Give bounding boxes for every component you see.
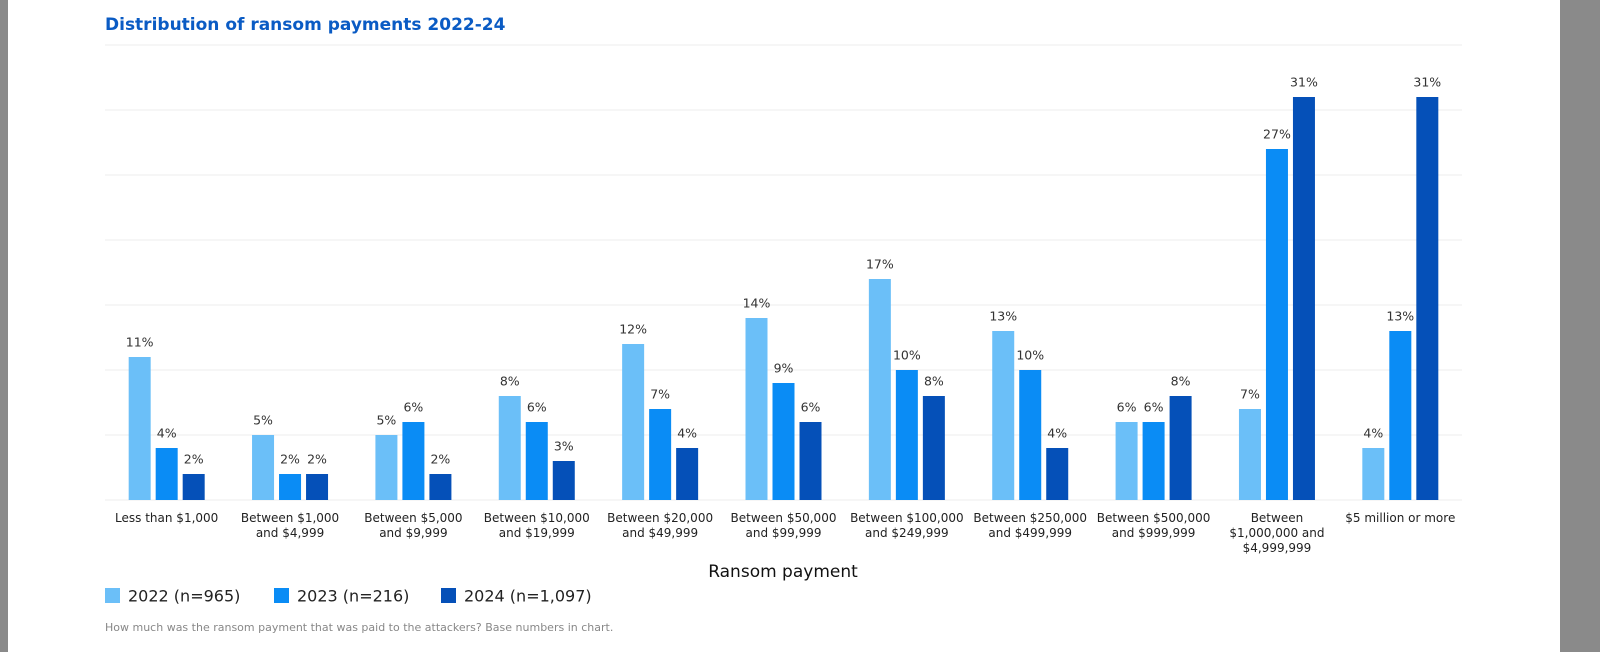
value-label: 8%	[500, 374, 520, 389]
value-label: 12%	[619, 322, 647, 337]
x-axis-title: Ransom payment	[708, 562, 858, 582]
value-label: 2%	[184, 452, 204, 467]
value-label: 10%	[1016, 348, 1044, 363]
value-label: 14%	[743, 296, 771, 311]
bar	[895, 370, 918, 500]
chart-page: Distribution of ransom payments 2022-24 …	[8, 0, 1560, 652]
value-label: 6%	[801, 400, 821, 415]
footnote: How much was the ransom payment that was…	[105, 621, 613, 634]
value-label: 31%	[1413, 75, 1441, 90]
value-label: 2%	[307, 452, 327, 467]
x-tick-label: Between $1,000,000 and $4,999,999	[1229, 511, 1325, 555]
bar	[402, 422, 425, 500]
legend-swatch	[441, 588, 456, 603]
value-label: 2%	[430, 452, 450, 467]
legend-swatch	[274, 588, 289, 603]
bar	[676, 448, 699, 500]
value-label: 8%	[1171, 374, 1191, 389]
bar	[1238, 409, 1261, 500]
bar	[252, 435, 275, 500]
bar	[1416, 97, 1439, 500]
x-tick-label: Between $20,000 and $49,999	[607, 511, 714, 540]
bar	[525, 422, 548, 500]
bar	[128, 357, 151, 500]
value-label: 8%	[924, 374, 944, 389]
x-tick-label: Between $250,000 and $499,999	[973, 511, 1087, 540]
bar	[375, 435, 398, 500]
bar	[1019, 370, 1042, 500]
value-label: 13%	[1386, 309, 1414, 324]
value-label: 31%	[1290, 75, 1318, 90]
value-label: 6%	[1117, 400, 1137, 415]
bar	[992, 331, 1015, 500]
x-tick-label: Less than $1,000	[115, 511, 219, 525]
legend-label: 2022 (n=965)	[128, 587, 240, 606]
bar	[552, 461, 575, 500]
bar	[868, 279, 891, 500]
value-label: 7%	[650, 387, 670, 402]
value-label: 13%	[989, 309, 1017, 324]
bar	[498, 396, 521, 500]
bar	[799, 422, 822, 500]
value-label: 6%	[1144, 400, 1164, 415]
value-label: 3%	[554, 439, 574, 454]
x-tick-label: $5 million or more	[1345, 511, 1456, 525]
value-label: 4%	[157, 426, 177, 441]
value-label: 4%	[1363, 426, 1383, 441]
bar	[155, 448, 178, 500]
value-label: 6%	[527, 400, 547, 415]
value-label: 27%	[1263, 127, 1291, 142]
x-tick-label: Between $5,000 and $9,999	[364, 511, 463, 540]
bar	[1292, 97, 1315, 500]
x-tick-label: Between $10,000 and $19,999	[483, 511, 590, 540]
value-label: 9%	[774, 361, 794, 376]
bar	[306, 474, 329, 500]
bar	[1115, 422, 1138, 500]
bar	[649, 409, 672, 500]
bar	[1142, 422, 1165, 500]
value-label: 6%	[403, 400, 423, 415]
bar	[1389, 331, 1412, 500]
value-label: 4%	[1047, 426, 1067, 441]
bar	[1362, 448, 1385, 500]
value-label: 4%	[677, 426, 697, 441]
value-label: 5%	[376, 413, 396, 428]
chart: Distribution of ransom payments 2022-24 …	[105, 15, 1462, 634]
bar	[772, 383, 795, 500]
legend-swatch	[105, 588, 120, 603]
legend-label: 2023 (n=216)	[297, 587, 409, 606]
bar	[922, 396, 945, 500]
x-tick-label: Between $50,000 and $99,999	[730, 511, 837, 540]
bar	[622, 344, 645, 500]
x-tick-label: Between $500,000 and $999,999	[1096, 511, 1211, 540]
value-label: 5%	[253, 413, 273, 428]
value-label: 10%	[893, 348, 921, 363]
bar	[279, 474, 302, 500]
bar	[429, 474, 452, 500]
bar	[182, 474, 205, 500]
legend-label: 2024 (n=1,097)	[464, 587, 592, 606]
bar	[745, 318, 768, 500]
chart-title: Distribution of ransom payments 2022-24	[105, 15, 506, 35]
x-tick-label: Between $100,000 and $249,999	[850, 511, 964, 540]
bar	[1046, 448, 1069, 500]
bar	[1169, 396, 1192, 500]
value-label: 2%	[280, 452, 300, 467]
value-label: 11%	[126, 335, 154, 350]
bar	[1265, 149, 1288, 500]
value-label: 7%	[1240, 387, 1260, 402]
x-tick-label: Between $1,000 and $4,999	[240, 511, 340, 540]
value-label: 17%	[866, 257, 894, 272]
